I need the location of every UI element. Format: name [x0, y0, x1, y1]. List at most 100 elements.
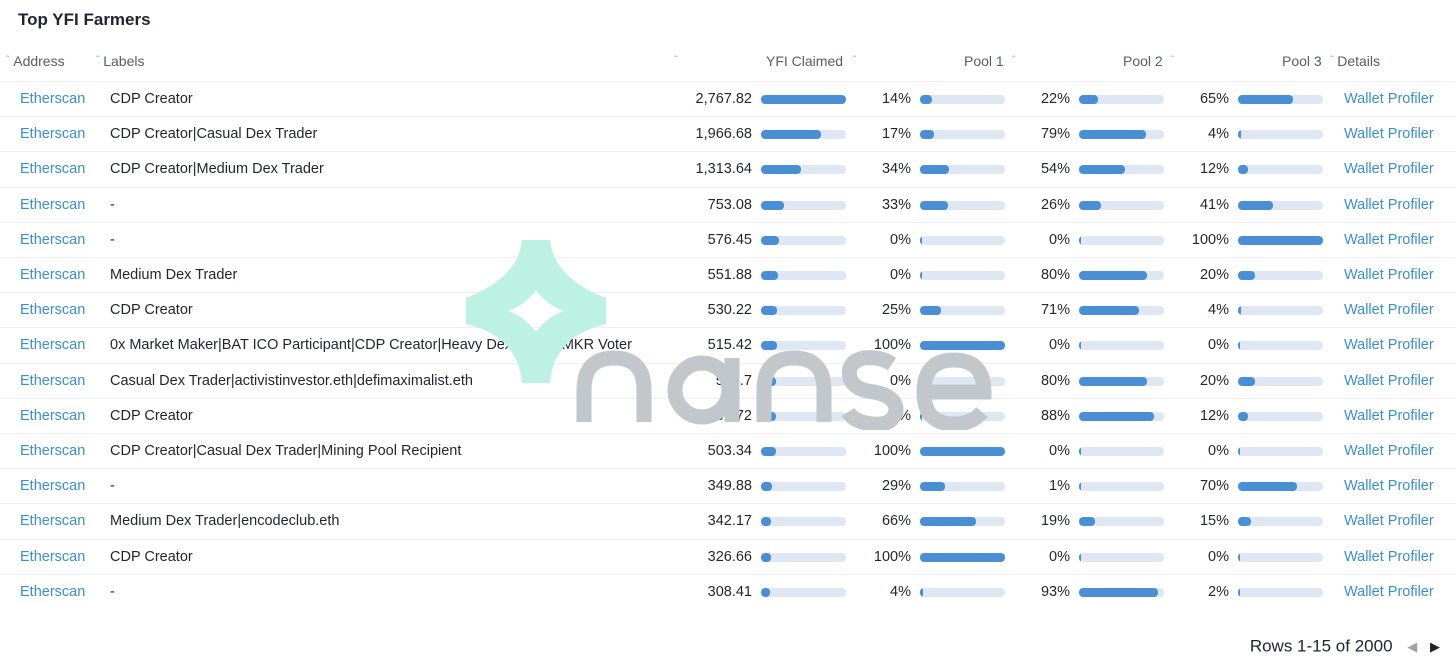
yfi-claimed-bar	[761, 271, 846, 280]
etherscan-link[interactable]: Etherscan	[20, 478, 86, 494]
pool1-bar	[920, 130, 1005, 139]
pool2-bar	[1079, 201, 1164, 210]
yfi-claimed-bar	[761, 482, 846, 491]
yfi-claimed-bar-fill	[761, 341, 777, 350]
etherscan-link[interactable]: Etherscan	[20, 126, 86, 142]
sort-caret-icon[interactable]: ˆ	[96, 55, 100, 67]
labels-cell: CDP Creator	[110, 408, 193, 424]
etherscan-link[interactable]: Etherscan	[20, 161, 86, 177]
pool3-percent: 4%	[1208, 126, 1229, 142]
pool2-bar-fill	[1079, 517, 1095, 526]
pool3-bar	[1238, 517, 1323, 526]
pool3-bar	[1238, 95, 1323, 104]
header-pool3[interactable]: Pool 3	[1282, 53, 1322, 70]
sort-caret-icon[interactable]: ˆ	[853, 55, 857, 67]
wallet-profiler-link[interactable]: Wallet Profiler	[1344, 232, 1434, 248]
header-yfi-claimed[interactable]: ˆ	[674, 52, 677, 74]
pool1-bar	[920, 588, 1005, 597]
pool3-percent: 12%	[1199, 408, 1229, 424]
pool1-bar-fill	[920, 236, 922, 245]
yfi-claimed-bar-fill	[761, 201, 784, 210]
etherscan-link[interactable]: Etherscan	[20, 337, 86, 353]
header-address[interactable]: ˆ Address	[6, 53, 65, 70]
etherscan-link[interactable]: Etherscan	[20, 513, 86, 529]
wallet-profiler-link[interactable]: Wallet Profiler	[1344, 513, 1434, 529]
etherscan-link[interactable]: Etherscan	[20, 232, 86, 248]
pool3-percent: 2%	[1208, 584, 1229, 600]
wallet-profiler-link[interactable]: Wallet Profiler	[1344, 584, 1434, 600]
etherscan-link[interactable]: Etherscan	[20, 302, 86, 318]
pagination: Rows 1-15 of 2000 ◀ ▶	[1250, 636, 1442, 657]
pool2-percent: 54%	[1040, 161, 1070, 177]
header-pool1[interactable]: Pool 1	[964, 53, 1004, 70]
table-row: Etherscan CDP Creator|Casual Dex Trader|M…	[0, 433, 1456, 469]
pool2-bar-fill	[1079, 271, 1147, 280]
pool3-bar-fill	[1238, 588, 1240, 597]
header-details[interactable]: ˆ Details	[1330, 53, 1381, 70]
wallet-profiler-link[interactable]: Wallet Profiler	[1344, 197, 1434, 213]
etherscan-link[interactable]: Etherscan	[20, 408, 86, 424]
sort-caret-icon[interactable]: ˆ	[1171, 55, 1175, 67]
etherscan-link[interactable]: Etherscan	[20, 549, 86, 565]
pool3-percent: 12%	[1199, 161, 1229, 177]
pool3-bar	[1238, 165, 1323, 174]
pool1-bar-fill	[920, 588, 923, 597]
yfi-claimed-bar	[761, 306, 846, 315]
wallet-profiler-link[interactable]: Wallet Profiler	[1344, 267, 1434, 283]
wallet-profiler-link[interactable]: Wallet Profiler	[1344, 302, 1434, 318]
wallet-profiler-link[interactable]: Wallet Profiler	[1344, 443, 1434, 459]
pool1-bar-fill	[920, 306, 941, 315]
sort-caret-icon[interactable]: ˆ	[674, 55, 678, 67]
etherscan-link[interactable]: Etherscan	[20, 197, 86, 213]
pool2-percent: 80%	[1040, 373, 1070, 389]
header-yfi-claimed-label[interactable]: YFI Claimed	[766, 53, 844, 70]
pool1-bar	[920, 341, 1005, 350]
wallet-profiler-link[interactable]: Wallet Profiler	[1344, 337, 1434, 353]
pool2-bar-fill	[1079, 377, 1147, 386]
etherscan-link[interactable]: Etherscan	[20, 443, 86, 459]
pool3-bar-fill	[1238, 412, 1248, 421]
yfi-claimed-value: 530.22	[707, 302, 752, 318]
labels-cell: -	[110, 478, 115, 494]
wallet-profiler-link[interactable]: Wallet Profiler	[1344, 408, 1434, 424]
etherscan-link[interactable]: Etherscan	[20, 584, 86, 600]
pool3-bar	[1238, 271, 1323, 280]
pool3-bar-fill	[1238, 517, 1251, 526]
yfi-claimed-value: 1,966.68	[695, 126, 752, 142]
header-pool3-sort[interactable]: ˆ	[1171, 52, 1174, 74]
wallet-profiler-link[interactable]: Wallet Profiler	[1344, 126, 1434, 142]
wallet-profiler-link[interactable]: Wallet Profiler	[1344, 373, 1434, 389]
wallet-profiler-link[interactable]: Wallet Profiler	[1344, 161, 1434, 177]
pool1-percent: 100%	[873, 443, 911, 459]
header-labels[interactable]: ˆ Labels	[96, 53, 145, 70]
yfi-claimed-bar-fill	[761, 377, 776, 386]
pool1-percent: 100%	[873, 337, 911, 353]
chevron-right-icon[interactable]: ▶	[1430, 638, 1440, 654]
pool1-percent: 100%	[873, 549, 911, 565]
header-pool1-sort[interactable]: ˆ	[853, 52, 856, 74]
chevron-left-icon[interactable]: ◀	[1407, 638, 1418, 654]
pool2-bar	[1079, 482, 1164, 491]
pool1-percent: 34%	[881, 161, 911, 177]
pool1-percent: 0%	[890, 267, 911, 283]
header-pool2-sort[interactable]: ˆ	[1012, 52, 1015, 74]
yfi-claimed-bar-fill	[761, 130, 821, 139]
labels-cell: CDP Creator	[110, 549, 193, 565]
yfi-claimed-bar	[761, 412, 846, 421]
pool2-percent: 26%	[1040, 197, 1070, 213]
pool2-bar	[1079, 271, 1164, 280]
sort-caret-icon[interactable]: ˆ	[1012, 55, 1016, 67]
pool2-bar	[1079, 447, 1164, 456]
etherscan-link[interactable]: Etherscan	[20, 267, 86, 283]
yfi-claimed-bar-fill	[761, 447, 776, 456]
header-pool2[interactable]: Pool 2	[1123, 53, 1163, 70]
pool1-bar	[920, 517, 1005, 526]
sort-caret-icon[interactable]: ˆ	[6, 55, 10, 67]
pool2-bar	[1079, 95, 1164, 104]
etherscan-link[interactable]: Etherscan	[20, 91, 86, 107]
wallet-profiler-link[interactable]: Wallet Profiler	[1344, 478, 1434, 494]
wallet-profiler-link[interactable]: Wallet Profiler	[1344, 549, 1434, 565]
sort-caret-icon[interactable]: ˆ	[1330, 55, 1334, 67]
wallet-profiler-link[interactable]: Wallet Profiler	[1344, 91, 1434, 107]
etherscan-link[interactable]: Etherscan	[20, 373, 86, 389]
